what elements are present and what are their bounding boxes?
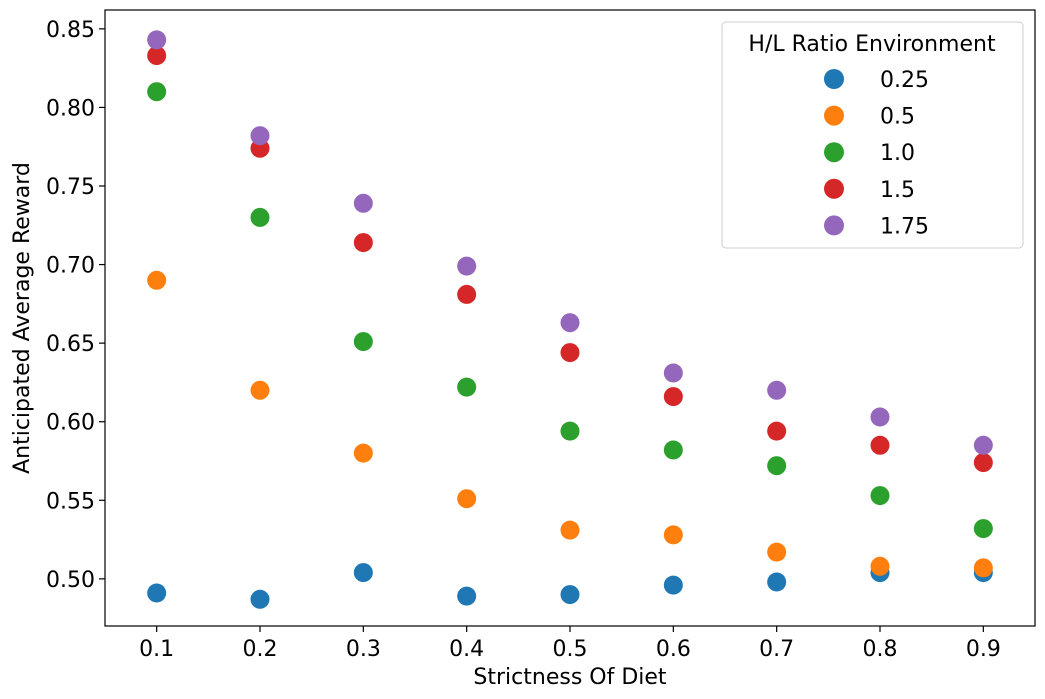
legend-marker: [824, 215, 844, 236]
data-point: [353, 193, 373, 213]
legend-title: H/L Ratio Environment: [748, 32, 996, 57]
data-point: [250, 207, 270, 227]
y-tick-label: 0.70: [46, 254, 95, 279]
x-tick-label: 0.4: [449, 637, 484, 662]
x-tick-label: 0.1: [139, 637, 174, 662]
data-point: [663, 363, 683, 383]
legend-items: 0.25 0.5 1.0 1.5 1.75: [824, 68, 929, 239]
data-point: [457, 284, 477, 304]
y-tick-label: 0.55: [46, 489, 95, 514]
data-point: [973, 519, 993, 539]
y-tick-label: 0.80: [46, 96, 95, 121]
legend-marker: [824, 105, 844, 126]
data-point: [147, 270, 167, 290]
y-tick-label: 0.60: [46, 411, 95, 436]
legend-marker: [824, 142, 844, 163]
legend: H/L Ratio Environment 0.25 0.5 1.0 1.5 1.75: [721, 21, 1024, 249]
data-point: [973, 453, 993, 473]
data-point: [457, 256, 477, 276]
data-point: [767, 572, 787, 592]
x-axis-label: Strictness Of Diet: [473, 665, 667, 690]
data-point: [870, 435, 890, 455]
data-point: [353, 233, 373, 253]
data-point: [147, 82, 167, 102]
y-tick-label: 0.50: [46, 568, 95, 593]
series-1.0: [147, 82, 993, 539]
data-point: [560, 343, 580, 363]
data-point: [767, 542, 787, 562]
data-point: [870, 556, 890, 576]
data-point: [560, 313, 580, 333]
data-point: [250, 380, 270, 400]
data-points: [147, 30, 993, 609]
data-point: [457, 377, 477, 397]
data-point: [250, 589, 270, 609]
data-point: [767, 456, 787, 476]
data-point: [353, 443, 373, 463]
data-point: [147, 46, 167, 66]
data-point: [663, 440, 683, 460]
x-tick-label: 0.5: [553, 637, 588, 662]
data-point: [973, 558, 993, 578]
y-tick-label: 0.85: [46, 18, 95, 43]
legend-marker: [824, 178, 844, 199]
data-point: [663, 575, 683, 595]
y-axis-label: Anticipated Average Reward: [10, 162, 35, 474]
data-point: [457, 586, 477, 606]
data-point: [457, 489, 477, 509]
x-tick-label: 0.6: [656, 637, 691, 662]
data-point: [870, 407, 890, 427]
data-point: [353, 563, 373, 583]
x-tick-label: 0.7: [759, 637, 794, 662]
legend-label: 1.5: [880, 178, 915, 203]
data-point: [767, 380, 787, 400]
data-point: [147, 30, 167, 50]
x-axis-ticks: 0.1 0.2 0.3 0.4 0.5 0.6 0.7 0.8 0.9: [139, 626, 1001, 662]
y-axis-ticks: 0.50 0.55 0.60 0.65 0.70 0.75 0.80 0.85: [46, 18, 105, 593]
legend-label: 0.25: [880, 68, 929, 93]
data-point: [560, 585, 580, 605]
data-point: [870, 486, 890, 506]
x-tick-label: 0.3: [346, 637, 381, 662]
legend-marker: [824, 69, 844, 89]
x-tick-label: 0.8: [863, 637, 898, 662]
data-point: [560, 520, 580, 540]
data-point: [663, 525, 683, 545]
y-tick-label: 0.75: [46, 175, 95, 200]
legend-box: [721, 21, 1024, 249]
data-point: [353, 332, 373, 352]
data-point: [767, 421, 787, 441]
legend-label: 1.0: [880, 141, 915, 166]
legend-label: 1.75: [880, 214, 929, 239]
x-tick-label: 0.2: [243, 637, 278, 662]
data-point: [560, 421, 580, 441]
data-point: [663, 387, 683, 407]
series-1.75: [147, 30, 993, 455]
x-tick-label: 0.9: [966, 637, 1001, 662]
legend-label: 0.5: [880, 105, 915, 130]
y-tick-label: 0.65: [46, 332, 95, 357]
data-point: [973, 435, 993, 455]
series-0.5: [147, 270, 993, 578]
data-point: [250, 126, 270, 146]
data-point: [147, 583, 167, 603]
